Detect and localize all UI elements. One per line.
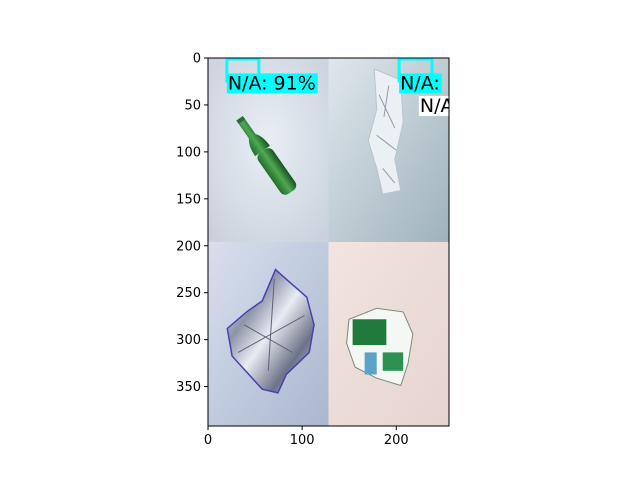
y-tick-label: 50 [184,98,201,113]
x-tick-label: 100 [290,433,315,448]
y-tick-label: 250 [176,286,201,301]
detection-label: N/A [420,95,454,117]
panel-snack-packet [329,242,450,426]
detection-label: N/A: 91% [228,72,316,94]
detection-label: N/A: [400,72,440,94]
image-panels [208,58,449,426]
x-tick-label: 200 [384,433,409,448]
detection-2: N/A [419,95,454,117]
y-tick-label: 300 [176,333,201,348]
y-tick-label: 150 [176,192,201,207]
y-tick-label: 350 [176,380,201,395]
y-tick-label: 200 [176,239,201,254]
panel-foil-wrapper [208,242,329,426]
x-tick-label: 0 [204,433,212,448]
y-tick-label: 100 [176,145,201,160]
y-tick-label: 0 [193,52,201,67]
